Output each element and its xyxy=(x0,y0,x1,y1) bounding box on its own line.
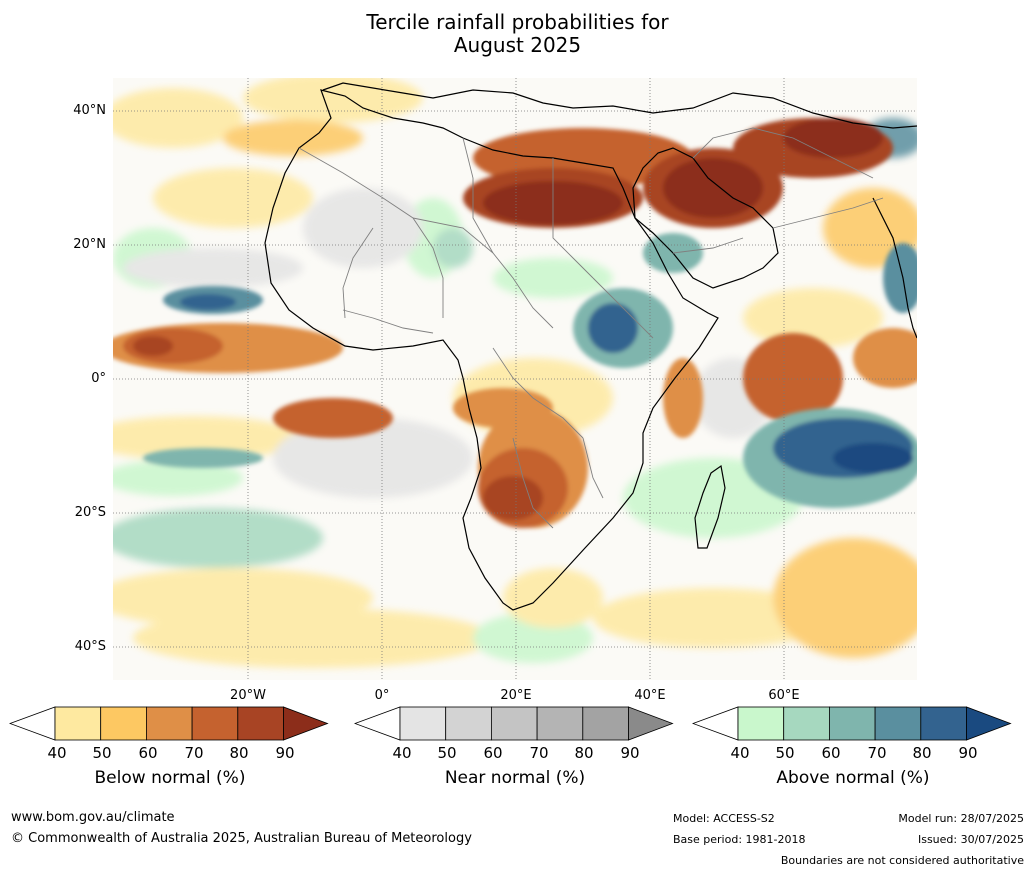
model-run: Model run: 28/07/2025 xyxy=(898,812,1024,825)
near-tick: 50 xyxy=(437,744,457,762)
near-swatch xyxy=(536,706,584,741)
above-tick: 60 xyxy=(821,744,841,762)
model-name: Model: ACCESS-S2 xyxy=(673,812,775,825)
above-swatch xyxy=(783,706,830,741)
near-tick: 70 xyxy=(529,744,549,762)
lat-label-20n: 20°N xyxy=(73,237,106,252)
lat-label-20s: 20°S xyxy=(74,505,106,520)
near-swatch xyxy=(582,706,629,741)
below-tick: 60 xyxy=(138,744,158,762)
lon-label-20w: 20°W xyxy=(230,688,266,703)
lon-label-60e: 60°E xyxy=(768,688,800,703)
north-coastline xyxy=(322,82,917,129)
near-extend-high xyxy=(628,706,674,741)
colorbar-above-svg xyxy=(691,706,1012,741)
above-swatch xyxy=(737,706,785,741)
above-tick: 90 xyxy=(958,744,978,762)
below-swatch xyxy=(237,706,284,741)
issued-date: Issued: 30/07/2025 xyxy=(917,833,1024,846)
near-tick: 60 xyxy=(483,744,503,762)
above-normal-label: Above normal (%) xyxy=(776,768,930,788)
below-swatch xyxy=(54,706,102,741)
below-swatch xyxy=(191,706,239,741)
near-swatch xyxy=(490,706,538,741)
boundaries-disclaimer: Boundaries are not considered authoritat… xyxy=(780,854,1024,867)
below-swatch xyxy=(145,706,193,741)
below-tick: 70 xyxy=(184,744,204,762)
above-normal-regions xyxy=(143,233,917,508)
rainfall-map xyxy=(113,78,917,680)
lon-label-20e: 20°E xyxy=(500,688,532,703)
bom-url-link[interactable]: www.bom.gov.au/climate xyxy=(11,810,175,825)
below-extend-high xyxy=(283,706,329,741)
above-tick: 70 xyxy=(867,744,887,762)
near-tick: 40 xyxy=(392,744,412,762)
india-coastline xyxy=(872,197,917,339)
above-extend-high xyxy=(966,706,1012,741)
madagascar-coastline xyxy=(694,464,726,549)
lon-label-0: 0° xyxy=(374,688,390,703)
lat-label-40n: 40°N xyxy=(73,103,106,118)
below-tick: 80 xyxy=(229,744,249,762)
lat-label-0: 0° xyxy=(91,371,106,386)
colorbar-below-svg xyxy=(8,706,329,741)
colorbar-above xyxy=(691,706,1016,746)
copyright-text: © Commonwealth of Australia 2025, Austra… xyxy=(11,831,472,846)
near-tick: 90 xyxy=(620,744,640,762)
below-swatch xyxy=(100,706,147,741)
map-title-line2: August 2025 xyxy=(453,33,582,57)
lat-label-40s: 40°S xyxy=(74,639,106,654)
map-title-line1: Tercile rainfall probabilities for xyxy=(366,10,669,34)
colorbar-near xyxy=(353,706,678,746)
coastlines xyxy=(264,82,917,611)
near-tick: 80 xyxy=(574,744,594,762)
below-normal-label: Below normal (%) xyxy=(94,768,246,788)
lon-label-40e: 40°E xyxy=(634,688,666,703)
below-tick: 40 xyxy=(47,744,67,762)
above-swatch xyxy=(874,706,922,741)
arabia-coastline xyxy=(632,147,779,289)
colorbar-below xyxy=(8,706,333,746)
above-tick: 40 xyxy=(730,744,750,762)
base-period: Base period: 1981-2018 xyxy=(673,833,806,846)
africa-coastline xyxy=(264,89,719,611)
near-swatch xyxy=(445,706,492,741)
near-extend-low xyxy=(353,706,401,741)
below-extend-low xyxy=(8,706,56,741)
near-swatch xyxy=(399,706,447,741)
above-tick: 80 xyxy=(912,744,932,762)
above-swatch xyxy=(828,706,876,741)
graticule xyxy=(113,78,917,680)
colorbar-near-svg xyxy=(353,706,674,741)
above-extend-low xyxy=(691,706,739,741)
background-anomaly-layer xyxy=(113,78,917,668)
near-normal-label: Near normal (%) xyxy=(444,768,586,788)
below-tick: 90 xyxy=(275,744,295,762)
above-tick: 50 xyxy=(775,744,795,762)
country-borders xyxy=(298,127,884,529)
above-swatch xyxy=(920,706,967,741)
map-svg xyxy=(113,78,917,680)
below-tick: 50 xyxy=(92,744,112,762)
